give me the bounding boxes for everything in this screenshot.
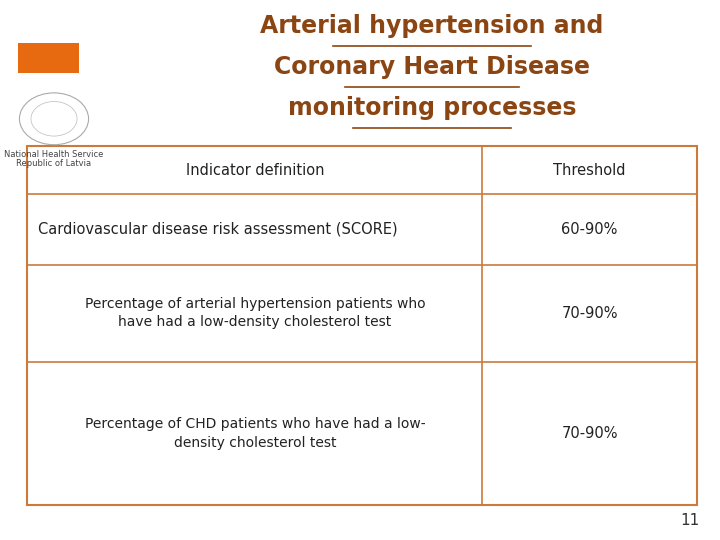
Bar	[18, 43, 79, 73]
Bar	[27, 146, 697, 505]
Text: Coronary Heart Disease: Coronary Heart Disease	[274, 55, 590, 78]
Text: 60-90%: 60-90%	[562, 222, 618, 237]
Text: Arterial hypertension and: Arterial hypertension and	[261, 14, 603, 37]
Text: Republic of Latvia: Republic of Latvia	[17, 159, 91, 168]
Text: Percentage of arterial hypertension patients who
have had a low-density choleste: Percentage of arterial hypertension pati…	[84, 297, 426, 329]
Text: Threshold: Threshold	[554, 163, 626, 178]
Text: Percentage of CHD patients who have had a low-
density cholesterol test: Percentage of CHD patients who have had …	[84, 417, 426, 449]
Text: Cardiovascular disease risk assessment (SCORE): Cardiovascular disease risk assessment (…	[38, 222, 397, 237]
Text: monitoring processes: monitoring processes	[288, 96, 576, 119]
Text: Indicator definition: Indicator definition	[186, 163, 324, 178]
Text: 11: 11	[680, 513, 700, 528]
Text: 70-90%: 70-90%	[562, 306, 618, 321]
Text: National Health Service: National Health Service	[4, 150, 104, 159]
Text: 70-90%: 70-90%	[562, 426, 618, 441]
